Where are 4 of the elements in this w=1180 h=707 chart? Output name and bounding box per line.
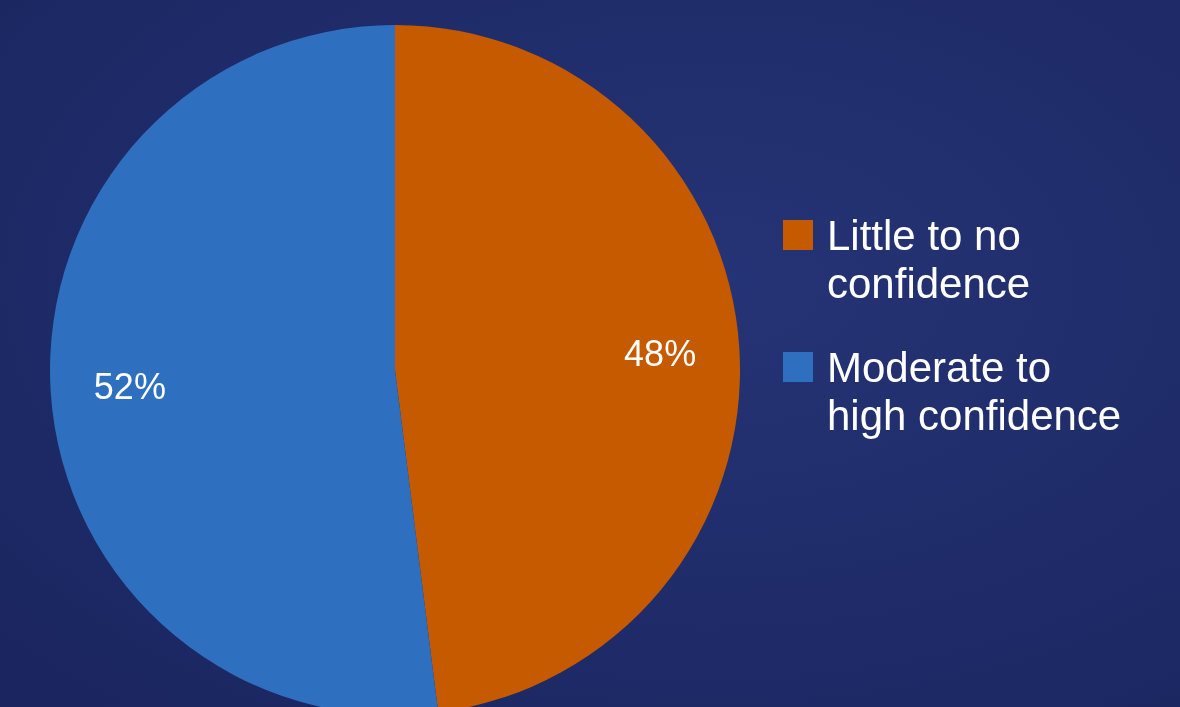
- data-label: 52%: [93, 366, 166, 408]
- legend-label: Moderate to high confidence: [827, 344, 1122, 439]
- legend-label: Little to no confidence: [827, 212, 1031, 307]
- data-label: 48%: [624, 332, 697, 374]
